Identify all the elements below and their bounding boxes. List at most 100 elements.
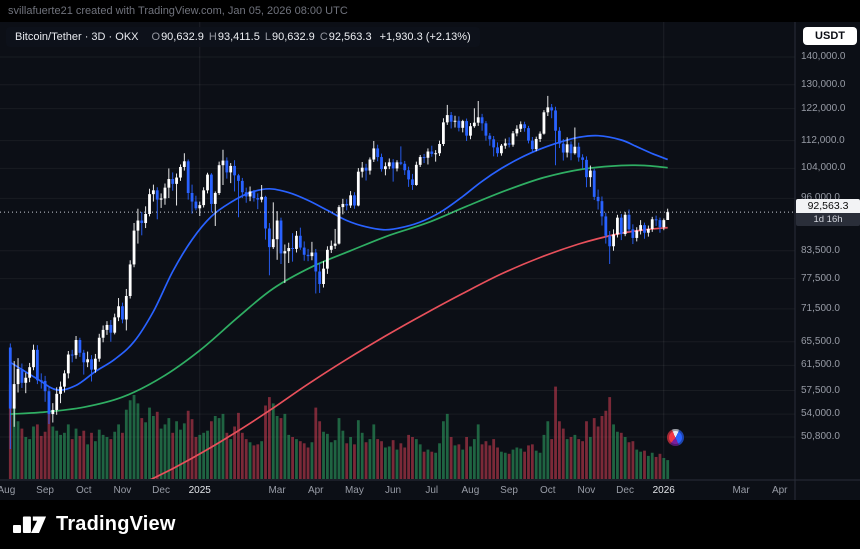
ma-fast-line[interactable] [9, 134, 669, 391]
volume-bar[interactable] [623, 437, 627, 479]
volume-bar[interactable] [360, 432, 364, 479]
candle-body[interactable] [128, 264, 132, 296]
volume-bar[interactable] [198, 434, 202, 479]
volume-bar[interactable] [275, 416, 279, 479]
volume-bar[interactable] [140, 418, 144, 479]
candle-body[interactable] [237, 175, 240, 181]
candle-body[interactable] [438, 144, 441, 154]
volume-bar[interactable] [105, 437, 109, 479]
volume-bar[interactable] [442, 421, 445, 479]
candle-body[interactable] [198, 205, 202, 209]
candle-body[interactable] [430, 151, 434, 154]
volume-bar[interactable] [588, 437, 592, 479]
volume-bar[interactable] [650, 452, 654, 479]
volume-bar[interactable] [383, 447, 387, 480]
volume-bar[interactable] [287, 434, 291, 479]
volume-bar[interactable] [55, 430, 59, 479]
candle-body[interactable] [345, 203, 349, 206]
candle-body[interactable] [51, 409, 55, 415]
volume-bar[interactable] [70, 439, 74, 479]
volume-bar[interactable] [237, 412, 240, 479]
candle-body[interactable] [35, 349, 39, 381]
volume-bar[interactable] [372, 424, 376, 479]
volume-bar[interactable] [32, 426, 35, 480]
candle-body[interactable] [349, 195, 352, 206]
candle-body[interactable] [635, 230, 639, 238]
volume-bar[interactable] [345, 443, 349, 479]
candle-body[interactable] [380, 157, 383, 170]
candle-body[interactable] [519, 124, 523, 129]
candle-body[interactable] [414, 164, 418, 186]
candle-body[interactable] [472, 122, 476, 127]
volume-bar[interactable] [438, 443, 441, 479]
candle-body[interactable] [217, 165, 221, 193]
candle-body[interactable] [569, 144, 573, 154]
volume-bar[interactable] [619, 432, 623, 479]
candle-body[interactable] [283, 251, 287, 254]
candle-body[interactable] [627, 214, 631, 230]
candle-body[interactable] [186, 161, 190, 193]
volume-bar[interactable] [124, 409, 128, 479]
candle-body[interactable] [623, 214, 627, 235]
candle-body[interactable] [449, 115, 453, 122]
volume-bar[interactable] [325, 433, 329, 479]
candle-body[interactable] [59, 386, 62, 394]
volume-bar[interactable] [395, 449, 399, 479]
volume-bar[interactable] [627, 442, 631, 479]
candle-body[interactable] [565, 144, 569, 153]
volume-bar[interactable] [445, 413, 449, 479]
volume-bar[interactable] [151, 416, 155, 479]
candle-body[interactable] [403, 163, 407, 171]
candle-body[interactable] [97, 337, 101, 359]
candle-body[interactable] [616, 217, 619, 235]
volume-bar[interactable] [182, 423, 186, 479]
volume-bar[interactable] [527, 445, 530, 479]
candle-body[interactable] [484, 123, 488, 136]
candle-body[interactable] [596, 196, 600, 202]
candle-body[interactable] [179, 166, 182, 178]
candle-body[interactable] [662, 220, 666, 228]
candle-body[interactable] [646, 228, 650, 233]
volume-bar[interactable] [337, 418, 341, 479]
volume-bar[interactable] [465, 437, 469, 479]
candle-body[interactable] [503, 143, 507, 146]
volume-bar[interactable] [484, 441, 488, 479]
candle-body[interactable] [190, 192, 194, 202]
volume-bar[interactable] [225, 432, 229, 479]
volume-bar[interactable] [654, 456, 658, 479]
candle-body[interactable] [465, 121, 469, 136]
volume-bar[interactable] [144, 422, 148, 479]
volume-bar[interactable] [209, 421, 213, 479]
chart-area[interactable]: Bitcoin/Tether · 3D · OKX O 90,632.9 H 9… [0, 22, 860, 500]
candle-body[interactable] [78, 340, 82, 353]
volume-bar[interactable] [631, 441, 635, 479]
volume-bar[interactable] [453, 445, 457, 479]
volume-bar[interactable] [35, 424, 39, 479]
candle-body[interactable] [395, 162, 399, 169]
candle-body[interactable] [442, 122, 445, 145]
volume-bar[interactable] [318, 421, 322, 479]
candle-body[interactable] [480, 117, 484, 124]
candle-body[interactable] [74, 340, 78, 356]
volume-bar[interactable] [542, 434, 546, 479]
volume-bar[interactable] [63, 432, 66, 479]
volume-bar[interactable] [511, 449, 515, 479]
candle-body[interactable] [252, 191, 256, 199]
candle-body[interactable] [144, 213, 148, 224]
candle-body[interactable] [538, 133, 542, 139]
volume-bar[interactable] [558, 421, 561, 479]
candle-body[interactable] [163, 187, 167, 199]
event-marker-icon[interactable] [667, 429, 684, 446]
chart-canvas[interactable] [0, 22, 860, 500]
volume-bar[interactable] [592, 418, 596, 479]
volume-bar[interactable] [159, 428, 163, 479]
candle-body[interactable] [159, 198, 163, 200]
candle-body[interactable] [476, 117, 480, 123]
candle-body[interactable] [426, 151, 430, 158]
candle-body[interactable] [511, 133, 515, 145]
volume-bar[interactable] [561, 428, 565, 479]
volume-bar[interactable] [51, 426, 55, 480]
candle-body[interactable] [666, 212, 670, 220]
candle-body[interactable] [233, 165, 236, 176]
volume-bar[interactable] [179, 429, 182, 479]
